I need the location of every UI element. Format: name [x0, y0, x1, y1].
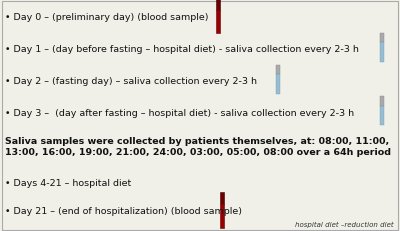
Text: • Day 1 – (day before fasting – hospital diet) - saliva collection every 2-3 h: • Day 1 – (day before fasting – hospital… [5, 45, 359, 54]
Bar [380, 42, 384, 62]
Bar [220, 192, 224, 204]
Bar [276, 65, 280, 74]
Bar [220, 204, 224, 228]
Bar [380, 33, 384, 42]
Text: • Day 21 – (end of hospitalization) (blood sample): • Day 21 – (end of hospitalization) (blo… [5, 207, 242, 216]
FancyBboxPatch shape [2, 1, 398, 230]
Text: • Day 2 – (fasting day) – saliva collection every 2-3 h: • Day 2 – (fasting day) – saliva collect… [5, 77, 257, 86]
Text: hospital diet –reduction diet: hospital diet –reduction diet [295, 222, 394, 228]
Bar [380, 97, 384, 106]
Text: • Days 4-21 – hospital diet: • Days 4-21 – hospital diet [5, 179, 131, 188]
Text: Saliva samples were collected by patients themselves, at: 08:00, 11:00,
13:00, 1: Saliva samples were collected by patient… [5, 137, 391, 157]
Bar [380, 106, 384, 125]
Text: • Day 3 –  (day after fasting – hospital diet) - saliva collection every 2-3 h: • Day 3 – (day after fasting – hospital … [5, 109, 354, 118]
Bar [216, 0, 220, 10]
Bar [276, 74, 280, 94]
Text: • Day 0 – (preliminary day) (blood sample): • Day 0 – (preliminary day) (blood sampl… [5, 13, 208, 22]
Bar [216, 10, 220, 33]
